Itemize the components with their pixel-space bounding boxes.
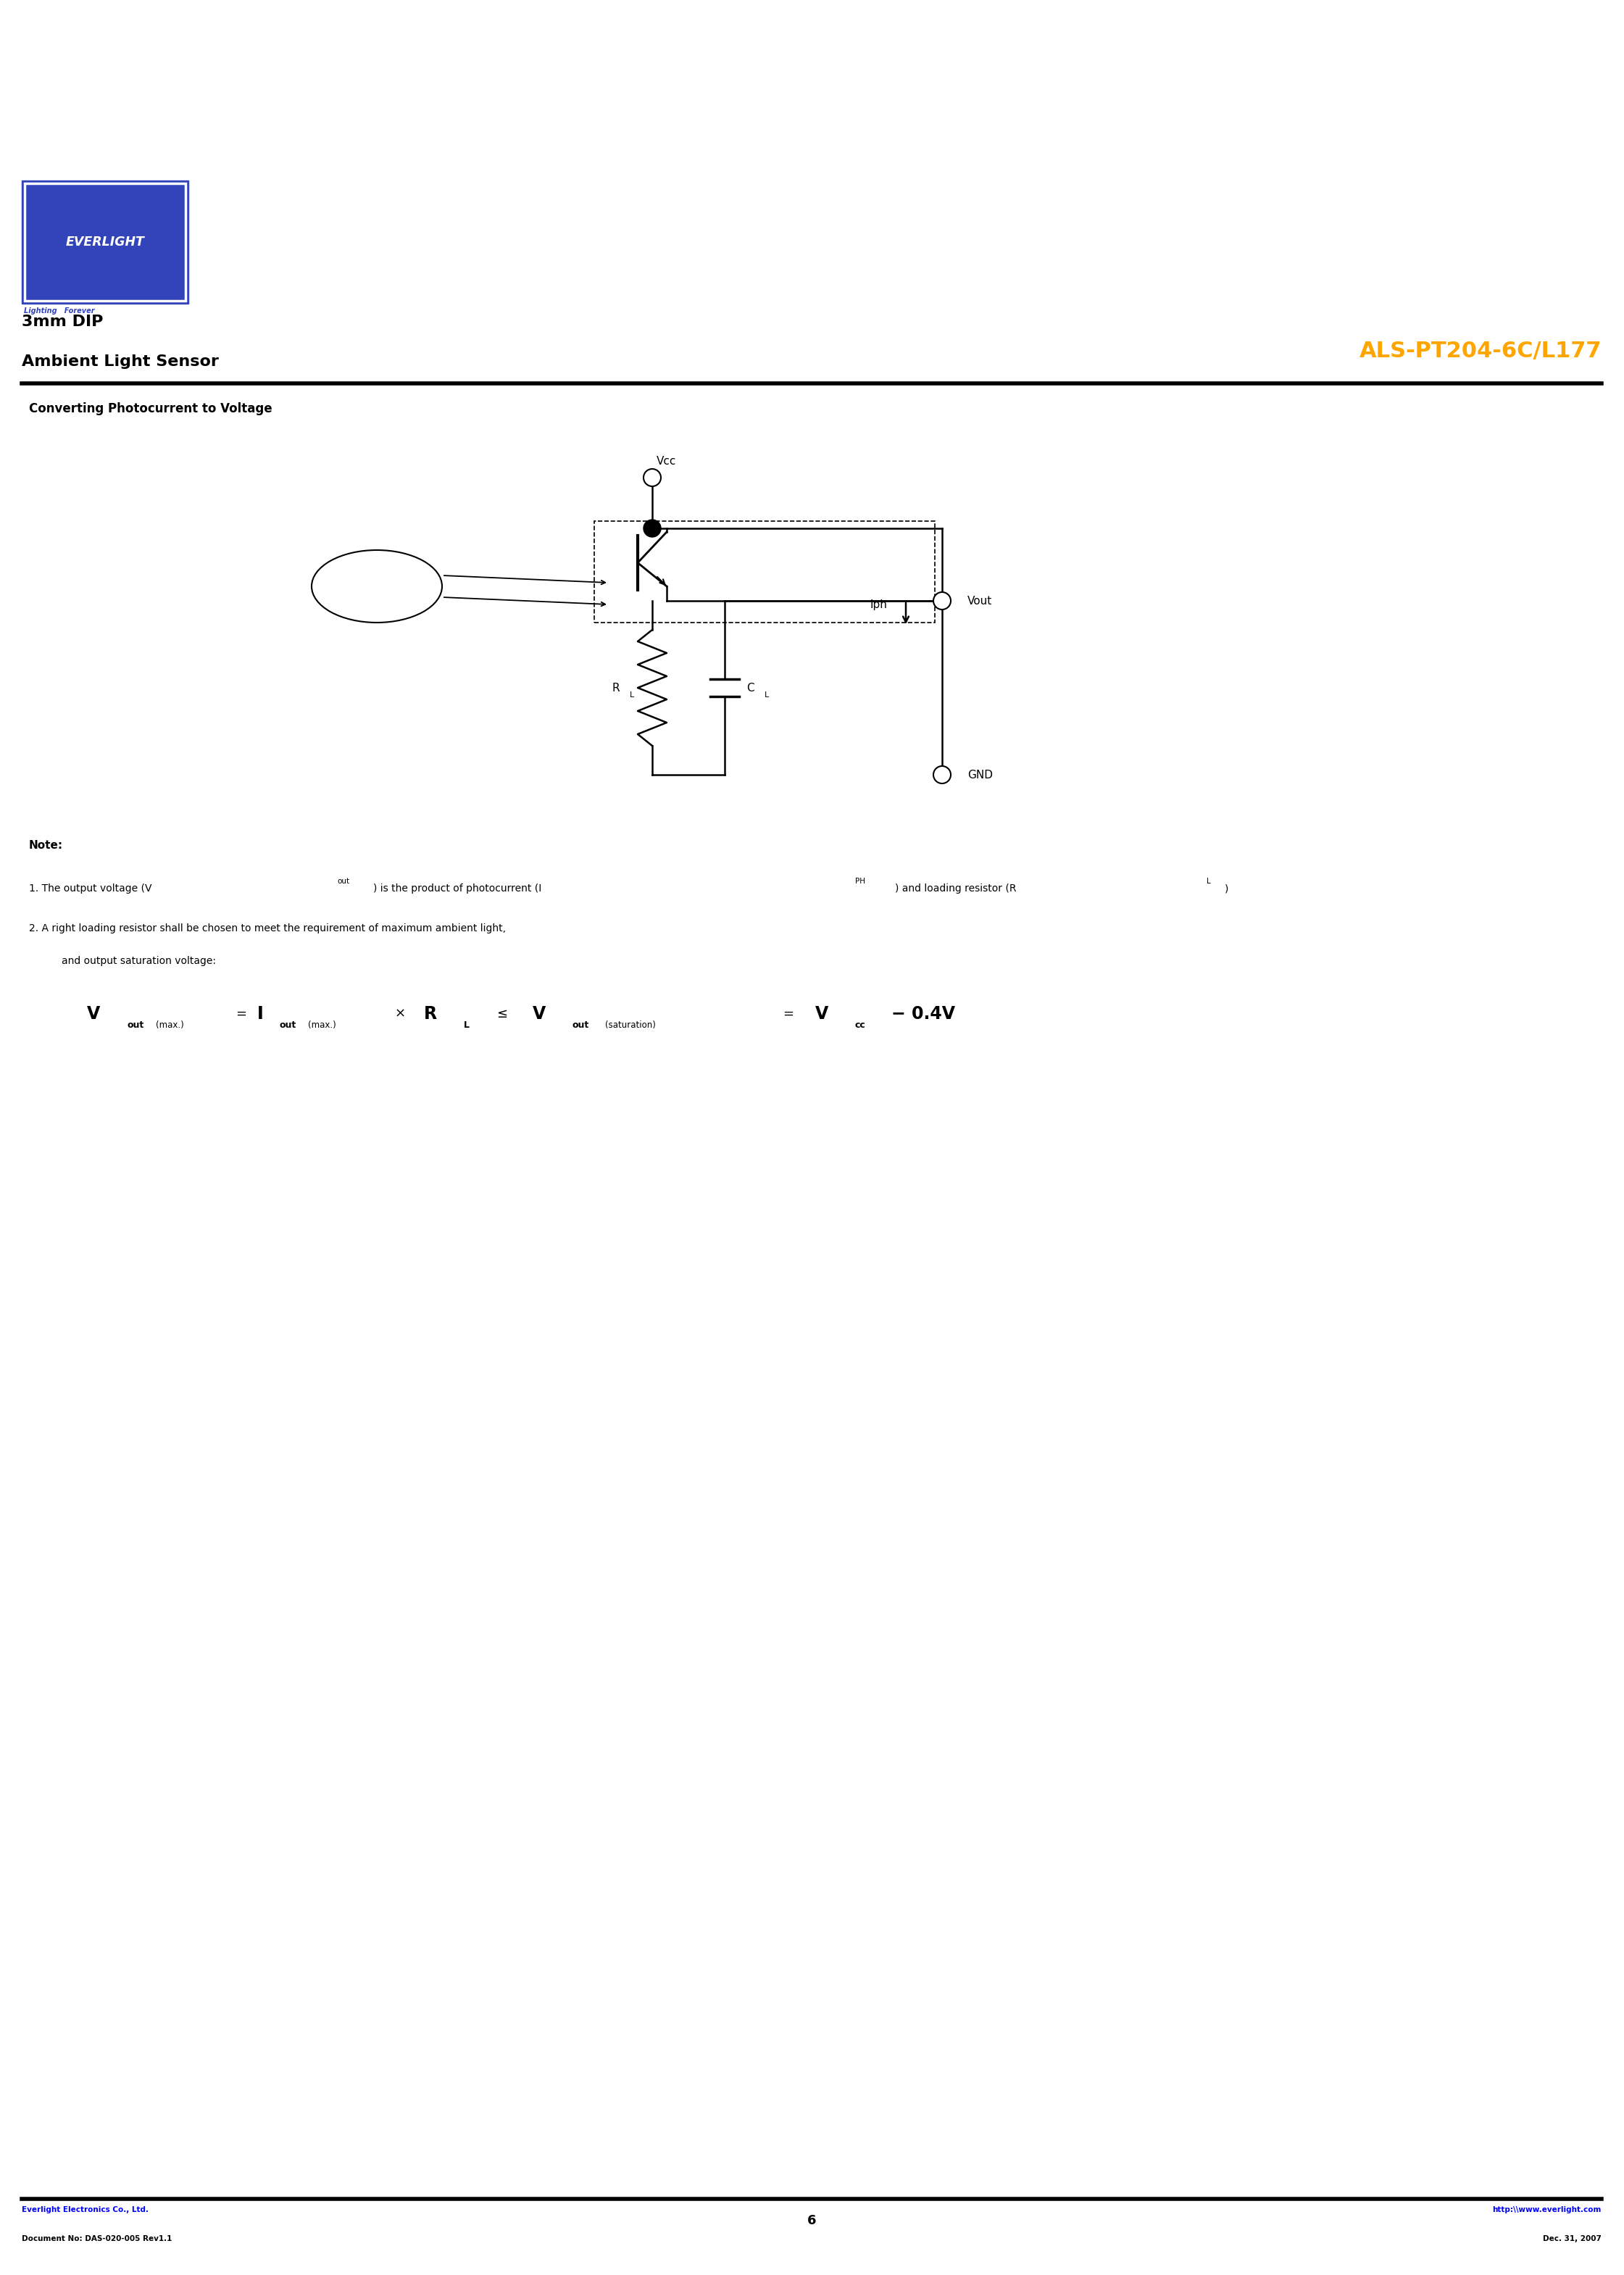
Text: out: out xyxy=(336,878,349,885)
Text: =: = xyxy=(783,1008,794,1021)
Text: V: V xyxy=(533,1006,546,1024)
Text: PH: PH xyxy=(856,878,866,885)
Text: ): ) xyxy=(1224,883,1229,894)
Circle shape xyxy=(934,767,950,783)
Text: 2. A right loading resistor shall be chosen to meet the requirement of maximum a: 2. A right loading resistor shall be cho… xyxy=(29,924,505,933)
Text: Iph: Iph xyxy=(869,598,887,610)
Text: Lighting   Forever: Lighting Forever xyxy=(24,307,94,314)
Text: − 0.4V: − 0.4V xyxy=(892,1006,955,1024)
Text: (saturation): (saturation) xyxy=(606,1019,656,1031)
Text: Source: Source xyxy=(361,594,393,605)
Text: ≤: ≤ xyxy=(497,1008,507,1021)
Ellipse shape xyxy=(312,551,442,623)
Text: out: out xyxy=(573,1019,590,1031)
Text: L: L xyxy=(1207,878,1212,885)
Text: ×: × xyxy=(395,1008,406,1021)
Text: L: L xyxy=(630,692,633,698)
Text: L: L xyxy=(765,692,770,698)
Text: Everlight Electronics Co., Ltd.: Everlight Electronics Co., Ltd. xyxy=(21,2207,148,2214)
FancyBboxPatch shape xyxy=(21,180,188,303)
Text: R: R xyxy=(424,1006,437,1024)
Text: (max.): (max.) xyxy=(156,1019,184,1031)
Circle shape xyxy=(643,469,661,487)
Text: 1. The output voltage (V: 1. The output voltage (V xyxy=(29,883,151,894)
Text: R: R xyxy=(612,682,620,694)
Text: Vout: Vout xyxy=(968,596,992,605)
Text: L: L xyxy=(464,1019,469,1031)
Text: ALS-PT204-6C/L177: ALS-PT204-6C/L177 xyxy=(1359,341,1601,362)
Text: C: C xyxy=(747,682,754,694)
Text: (max.): (max.) xyxy=(309,1019,336,1031)
Text: http:\\www.everlight.com: http:\\www.everlight.com xyxy=(1492,2207,1601,2214)
Text: out: out xyxy=(127,1019,143,1031)
Text: 3mm DIP: 3mm DIP xyxy=(21,314,104,330)
Text: Vcc: Vcc xyxy=(656,455,677,466)
Text: GND: GND xyxy=(968,769,992,780)
FancyBboxPatch shape xyxy=(28,187,182,298)
Text: ) is the product of photocurrent (I: ) is the product of photocurrent (I xyxy=(374,883,541,894)
Text: V: V xyxy=(815,1006,828,1024)
Text: Converting Photocurrent to Voltage: Converting Photocurrent to Voltage xyxy=(29,403,273,416)
Text: EVERLIGHT: EVERLIGHT xyxy=(65,237,145,248)
Text: 6: 6 xyxy=(807,2214,817,2227)
Text: out: out xyxy=(279,1019,296,1031)
Text: Dec. 31, 2007: Dec. 31, 2007 xyxy=(1543,2234,1601,2243)
Text: Light: Light xyxy=(365,571,388,580)
Circle shape xyxy=(934,592,950,610)
Circle shape xyxy=(643,519,661,537)
Text: V: V xyxy=(88,1006,101,1024)
Text: I: I xyxy=(257,1006,263,1024)
Text: ) and loading resistor (R: ) and loading resistor (R xyxy=(895,883,1017,894)
Text: and output saturation voltage:: and output saturation voltage: xyxy=(62,956,216,967)
Text: Note:: Note: xyxy=(29,839,63,851)
Text: =: = xyxy=(235,1008,247,1021)
Text: Document No: DAS-020-005 Rev1.1: Document No: DAS-020-005 Rev1.1 xyxy=(21,2234,172,2243)
Text: Ambient Light Sensor: Ambient Light Sensor xyxy=(21,355,219,369)
Text: cc: cc xyxy=(856,1019,866,1031)
